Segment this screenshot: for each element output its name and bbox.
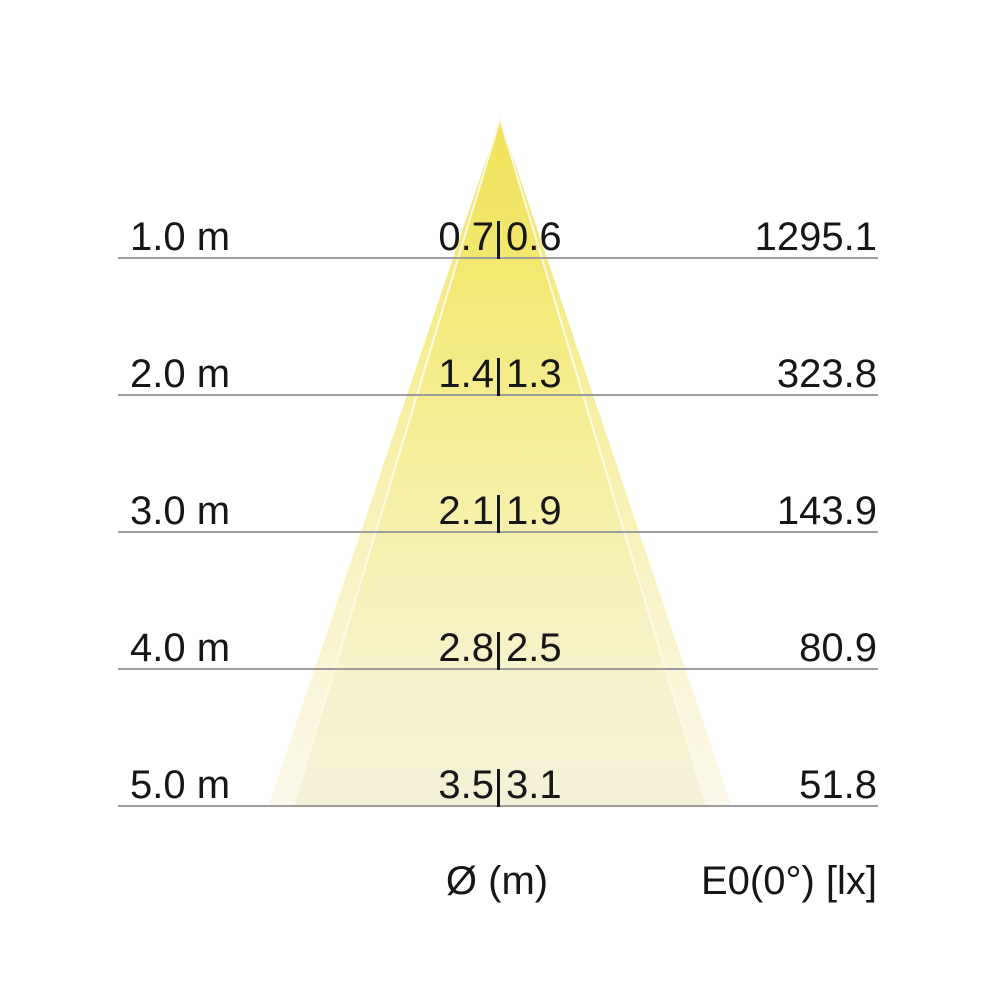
distance-label: 5.0 m <box>130 763 231 807</box>
beam-diameter-left-value: 3.5 <box>438 763 494 807</box>
center-tick <box>497 769 500 807</box>
illuminance-value: 51.8 <box>799 763 877 807</box>
illuminance-value: 1295.1 <box>754 215 877 259</box>
illuminance-value: 143.9 <box>776 489 877 533</box>
illuminance-column-header: E0(0°) [lx] <box>700 859 877 903</box>
beam-diameter-left-value: 2.1 <box>438 489 494 533</box>
beam-diameter-right-value: 3.1 <box>506 763 562 807</box>
center-tick <box>497 495 500 533</box>
beam-diameter-right-value: 1.3 <box>506 352 562 396</box>
beam-diameter-left-value: 0.7 <box>438 215 494 259</box>
distance-label: 2.0 m <box>130 352 231 396</box>
center-tick <box>497 221 500 259</box>
beam-diameter-left-value: 2.8 <box>438 626 494 670</box>
beam-diameter-right-value: 2.5 <box>506 626 562 670</box>
center-tick <box>497 632 500 670</box>
beam-diameter-left-value: 1.4 <box>438 352 494 396</box>
center-tick <box>497 358 500 396</box>
illuminance-value: 80.9 <box>799 626 877 670</box>
beam-diameter-right-value: 0.6 <box>506 215 562 259</box>
distance-label: 4.0 m <box>130 626 231 670</box>
diameter-column-header: Ø (m) <box>445 859 549 903</box>
beam-diameter-right-value: 1.9 <box>506 489 562 533</box>
illuminance-value: 323.8 <box>776 352 877 396</box>
distance-label: 1.0 m <box>130 215 231 259</box>
distance-label: 3.0 m <box>130 489 231 533</box>
beam-cone-inner <box>291 115 709 808</box>
